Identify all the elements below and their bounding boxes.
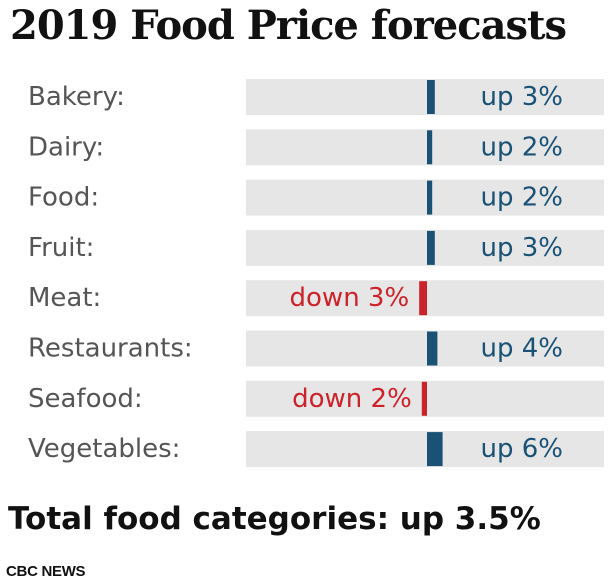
bar (419, 281, 427, 316)
bar-track (246, 229, 604, 266)
value-label: down 3% (290, 283, 410, 313)
bar (427, 331, 438, 366)
value-label: up 3% (481, 82, 564, 112)
bar (427, 230, 435, 265)
source-credit: CBC NEWS (6, 563, 86, 580)
bar-track (246, 179, 604, 216)
value-label: up 4% (481, 334, 564, 364)
bar (421, 381, 427, 416)
value-label: up 3% (481, 233, 564, 263)
category-label: Fruit: (28, 233, 94, 263)
category-label: Food: (28, 183, 99, 213)
bar-track (246, 79, 604, 115)
bar-track (246, 431, 604, 468)
category-label: Meat: (28, 283, 101, 313)
bar (427, 180, 433, 215)
category-label: Restaurants: (28, 334, 193, 364)
category-label: Bakery: (28, 82, 125, 112)
total-summary: Total food categories: up 3.5% (8, 501, 541, 537)
page-title: 2019 Food Price forecasts (10, 2, 567, 49)
value-label: up 6% (481, 434, 564, 464)
bar (427, 80, 435, 114)
value-label: up 2% (481, 132, 564, 162)
bar-track (246, 330, 604, 367)
value-label: down 2% (292, 384, 412, 414)
bar (427, 432, 443, 467)
category-label: Vegetables: (28, 434, 180, 464)
category-label: Seafood: (28, 384, 143, 414)
bar (427, 130, 433, 165)
category-label: Dairy: (28, 132, 104, 162)
value-label: up 2% (481, 183, 564, 213)
bar-track (246, 129, 604, 166)
